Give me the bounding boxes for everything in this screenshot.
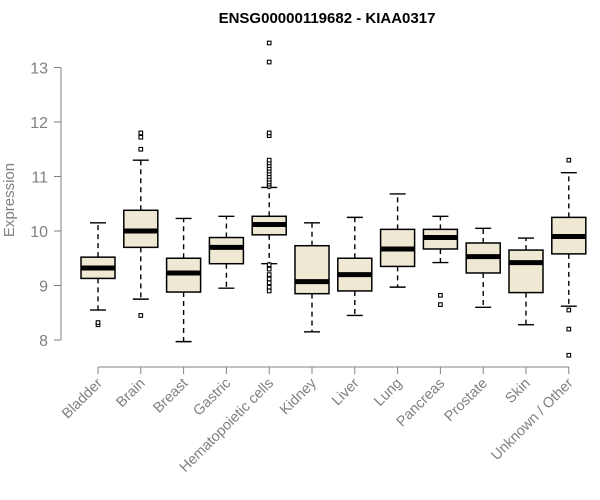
box-pancreas	[422, 215, 459, 307]
outlier-point	[138, 130, 144, 136]
boxes-group	[80, 40, 587, 358]
x-tick-label: Skin	[503, 376, 534, 407]
y-axis: 8 9 10 11 12 13	[30, 61, 62, 350]
box-gastric	[208, 215, 245, 289]
x-tick-label: Breast	[150, 376, 191, 417]
box-iqr	[294, 244, 330, 295]
box-hematopoietic-cells	[251, 40, 287, 294]
box-lung	[379, 193, 416, 288]
outlier-point	[266, 157, 272, 163]
outlier-point	[266, 59, 272, 65]
box-iqr	[208, 236, 245, 265]
x-tick-label: Brain	[113, 376, 148, 411]
x-tick-label: Lung	[371, 376, 405, 410]
box-brain	[123, 130, 159, 318]
outlier-point	[95, 320, 101, 325]
box-liver	[337, 216, 373, 317]
box-bladder	[80, 222, 116, 328]
box-iqr	[508, 249, 544, 294]
x-tick-label: Kidney	[277, 375, 320, 418]
outlier-point	[266, 130, 272, 136]
outlier-point	[566, 307, 572, 313]
x-tick-label: Bladder	[59, 375, 106, 422]
y-tick-label: 8	[39, 333, 48, 350]
box-skin	[508, 237, 544, 326]
x-tick-label: Prostate	[442, 376, 491, 425]
outlier-point	[266, 284, 272, 290]
outlier-point	[138, 146, 144, 152]
y-tick-label: 9	[39, 279, 48, 296]
outlier-point	[566, 326, 572, 332]
chart-title: ENSG00000119682 - KIAA0317	[219, 10, 436, 27]
outlier-point	[266, 276, 272, 282]
x-tick-label: Liver	[329, 375, 363, 409]
outlier-point	[266, 40, 272, 46]
box-prostate	[465, 227, 501, 308]
outlier-point	[266, 266, 272, 272]
box-unknown-other	[551, 157, 587, 358]
box-kidney	[294, 222, 330, 333]
y-tick-label: 10	[30, 224, 48, 241]
outlier-point	[438, 292, 443, 298]
outlier-point	[566, 352, 572, 358]
outlier-point	[138, 313, 144, 318]
outlier-point	[438, 302, 443, 307]
y-tick-label: 13	[30, 61, 48, 78]
box-breast	[165, 217, 202, 343]
y-axis-title: Expression	[1, 163, 18, 237]
outlier-point	[266, 280, 272, 286]
outlier-point	[266, 262, 272, 268]
x-tick-label: Unknown / Other	[488, 375, 576, 463]
outlier-point	[266, 272, 272, 277]
outlier-point	[566, 157, 572, 163]
y-tick-label: 12	[30, 115, 48, 132]
y-tick-label: 11	[31, 170, 48, 187]
outlier-point	[266, 288, 272, 294]
outlier-point	[138, 134, 144, 140]
